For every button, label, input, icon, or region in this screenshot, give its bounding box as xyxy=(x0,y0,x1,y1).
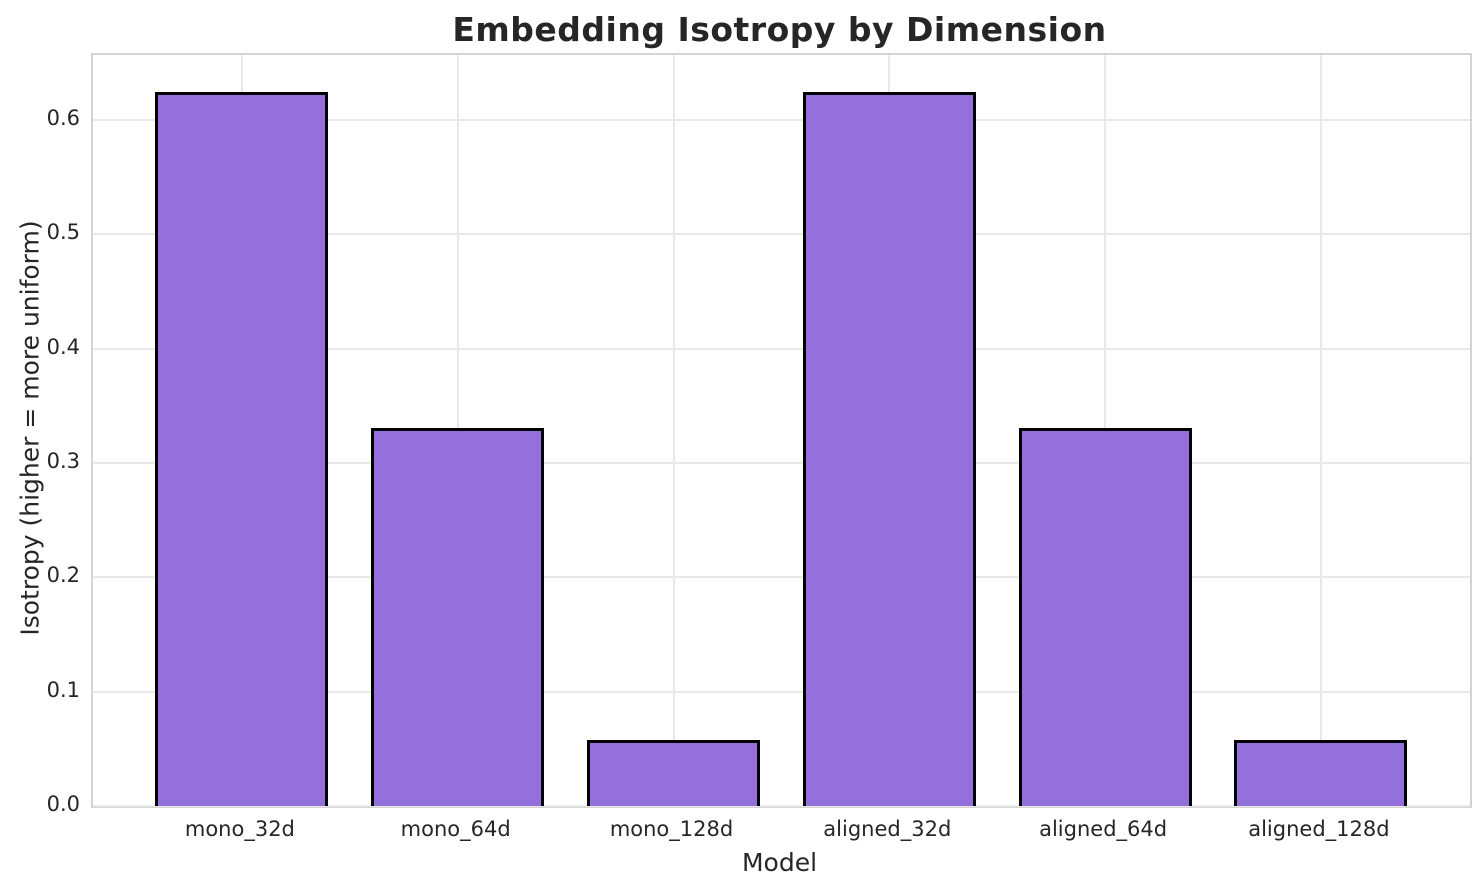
x-tick-label: mono_64d xyxy=(400,817,511,841)
y-tick-label: 0.3 xyxy=(46,449,80,474)
x-tick-label: mono_128d xyxy=(609,817,734,841)
y-gridline xyxy=(93,690,1470,693)
y-tick-label: 0.1 xyxy=(46,677,80,702)
y-tick-label: 0.5 xyxy=(46,220,80,245)
y-gridline xyxy=(93,119,1470,122)
x-tick-label: aligned_32d xyxy=(823,817,952,841)
plot-area xyxy=(91,53,1472,808)
x-axis-label: Model xyxy=(741,848,818,877)
y-gridline xyxy=(93,347,1470,350)
bar xyxy=(1018,427,1192,806)
y-tick-label: 0.6 xyxy=(46,106,80,131)
bar xyxy=(155,91,329,806)
y-gridline xyxy=(93,233,1470,236)
bar xyxy=(371,427,545,806)
x-tick-label: aligned_64d xyxy=(1039,817,1168,841)
chart-title: Embedding Isotropy by Dimension xyxy=(452,10,1107,49)
y-gridline xyxy=(93,576,1470,579)
y-tick-label: 0.4 xyxy=(46,334,80,359)
bar xyxy=(587,739,760,806)
y-tick-label: 0.2 xyxy=(46,563,80,588)
x-tick-label: aligned_128d xyxy=(1248,817,1390,841)
bar xyxy=(802,91,976,806)
x-gridline xyxy=(672,55,675,806)
x-gridline xyxy=(1319,55,1322,806)
bar xyxy=(1234,739,1408,806)
y-gridline xyxy=(93,462,1470,465)
y-axis-label-text: Isotropy (higher = more uniform) xyxy=(15,220,45,636)
y-tick-label: 0.0 xyxy=(46,792,80,816)
x-tick-label: mono_32d xyxy=(184,817,295,841)
y-gridline xyxy=(93,805,1470,807)
